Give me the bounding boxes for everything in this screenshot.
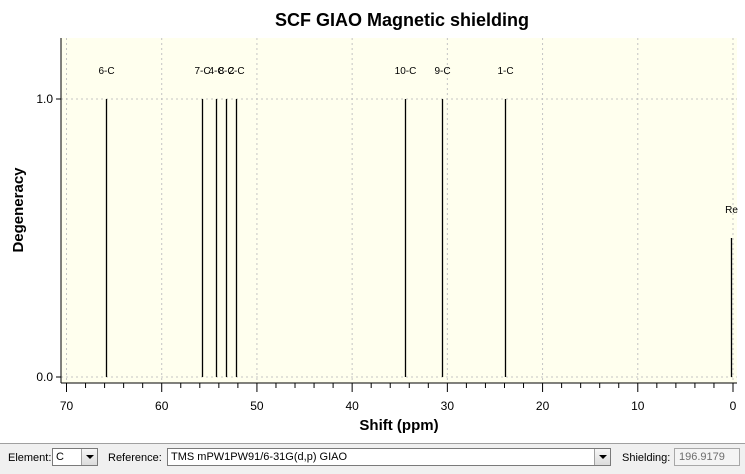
peak-label: 9-C <box>434 66 450 77</box>
element-label: Element: <box>8 452 52 464</box>
y-tick-label: 1.0 <box>36 92 53 106</box>
peak-label: 6-C <box>98 66 114 77</box>
controls-bar: Element: C Reference: TMS mPW1PW91/6-31G… <box>0 444 745 474</box>
spectrum-panel: SCF GIAO Magnetic shielding 6-C 7-C 4-C 8-C… <box>0 0 745 444</box>
plot-area <box>61 38 737 383</box>
peak-label: 1-C <box>497 66 513 77</box>
shielding-value: 196.9179 <box>679 451 725 463</box>
peak-label: 4-C <box>208 66 224 77</box>
x-tick-label: 30 <box>441 399 455 413</box>
chevron-down-icon[interactable] <box>81 449 97 465</box>
peak-label: Re <box>725 205 738 216</box>
spectrum-chart: SCF GIAO Magnetic shielding 6-C 7-C4-C8-C… <box>10 10 738 434</box>
x-tick-label: 50 <box>250 399 264 413</box>
axes: 70 60 50 40 30 20 10 0 1.0 0.0 <box>36 38 737 413</box>
x-axis-title: Shift (ppm) <box>359 417 438 434</box>
chevron-down-icon[interactable] <box>594 449 610 465</box>
element-select-value: C <box>56 451 64 463</box>
shielding-field[interactable]: 196.9179 <box>674 448 740 466</box>
peak-sticks: 6-C 7-C4-C8-C2-C 10-C 9-C 1-C Re <box>98 66 738 377</box>
element-select[interactable]: C <box>52 448 98 466</box>
x-tick-label: 60 <box>155 399 169 413</box>
peak-label: 8-C <box>218 66 234 77</box>
peak-label: 10-C <box>395 66 417 77</box>
peak-label: 7-C <box>194 66 210 77</box>
chart-title: SCF GIAO Magnetic shielding <box>275 10 529 30</box>
x-tick-label: 10 <box>631 399 645 413</box>
shielding-label: Shielding: <box>622 452 671 464</box>
y-tick-label: 0.0 <box>36 370 53 384</box>
reference-select-value: TMS mPW1PW91/6-31G(d,p) GIAO <box>171 451 348 463</box>
reference-label: Reference: <box>108 452 162 464</box>
y-axis-title: Degeneracy <box>10 167 27 253</box>
x-tick-label: 70 <box>60 399 74 413</box>
x-tick-label: 20 <box>536 399 550 413</box>
x-tick-label: 0 <box>730 399 737 413</box>
reference-select[interactable]: TMS mPW1PW91/6-31G(d,p) GIAO <box>167 448 611 466</box>
x-tick-label: 40 <box>345 399 359 413</box>
peak-label: 2-C <box>228 66 244 77</box>
